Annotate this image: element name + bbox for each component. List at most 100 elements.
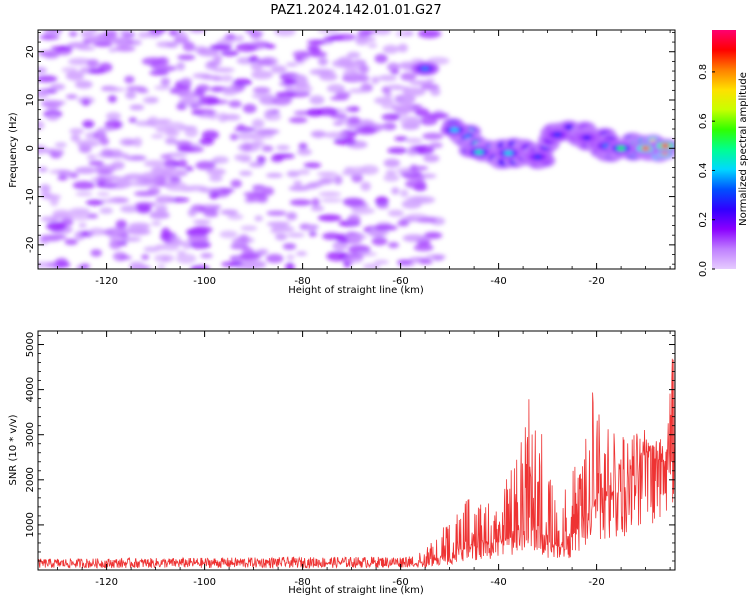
spectrogram-noise-blob (309, 51, 328, 58)
spectrogram-noise-blob (326, 251, 349, 262)
spectrogram-noise-blob (139, 173, 155, 179)
spectrogram-noise-blob (413, 244, 434, 252)
spectrogram-noise-blob (221, 74, 233, 82)
spectrogram-noise-blob (70, 134, 81, 142)
spectrogram-noise-blob (417, 30, 442, 39)
spectrogram-noise-blob (220, 209, 239, 215)
x-tick-label: -120 (95, 577, 118, 588)
spectrogram-noise-blob (115, 219, 128, 230)
spectrogram-noise-blob (74, 166, 97, 174)
signal-peak-core (420, 66, 430, 71)
spectrogram-noise-blob (351, 207, 375, 215)
spectrogram-noise-blob (199, 187, 222, 193)
spectrogram-noise-blob (88, 68, 106, 74)
spectrogram-noise-blob (198, 137, 215, 146)
spectrogram-noise-blob (383, 174, 400, 182)
signal-peak-core (582, 135, 592, 140)
spectrogram-ylabel: Frequency (Hz) (8, 112, 19, 188)
spectrogram-noise-blob (109, 239, 122, 250)
signal-peak-core (533, 154, 543, 160)
spectrogram-noise-blob (160, 77, 171, 87)
spectrogram-noise-blob (154, 85, 171, 91)
spectrogram-noise-blob (96, 191, 110, 197)
spectrogram-noise-blob (322, 232, 342, 240)
spectrogram-noise-blob (93, 42, 113, 47)
spectrogram-noise-blob (387, 209, 404, 217)
spectrogram-noise-blob (55, 257, 69, 268)
spectrogram-noise-blob (400, 72, 417, 81)
spectrogram-noise-blob (42, 194, 62, 200)
spectrogram-noise-blob (100, 198, 117, 204)
spectrogram-noise-blob (61, 218, 74, 226)
spectrogram-noise-blob (129, 261, 145, 269)
spectrogram-noise-blob (290, 85, 314, 93)
spectrogram-noise-blob (129, 180, 150, 187)
spectrogram-noise-blob (197, 48, 220, 57)
spectrogram-noise-blob (125, 90, 137, 100)
colorbar-label: Normalized spectral amplitude (738, 72, 749, 226)
spectrogram-noise-blob (129, 104, 145, 111)
spectrogram-noise-blob (182, 41, 195, 52)
spectrogram-noise-blob (155, 127, 177, 133)
y-tick-label: -10 (25, 188, 36, 204)
spectrogram-noise-blob (164, 137, 178, 145)
spectrogram-noise-blob (295, 251, 308, 256)
spectrogram-noise-blob (72, 181, 96, 190)
colorbar: 0.0 0.2 0.4 0.6 0.8 Normalized spectral ampl… (698, 30, 749, 277)
spectrogram-noise-blob (254, 215, 263, 222)
spectrogram-noise-blob (191, 225, 213, 234)
spectrogram-noise-blob (154, 254, 175, 263)
spectrogram-noise-blob (166, 41, 179, 49)
spectrogram-noise-blob (251, 118, 265, 129)
snr-series-line (38, 331, 675, 570)
spectrogram-noise-blob (69, 128, 85, 135)
spectrogram-noise-blob (359, 37, 376, 42)
spectrogram-noise-blob (386, 62, 400, 72)
spectrogram-noise-blob (82, 120, 95, 129)
spectrogram-noise-blob (147, 186, 161, 196)
figure-title: PAZ1.2024.142.01.01.G27 (270, 3, 441, 18)
spectrogram-noise-blob (38, 120, 45, 131)
colorbar-tick-label: 0.8 (698, 64, 709, 80)
spectrogram-noise-blob (412, 144, 435, 155)
spectrogram-noise-blob (378, 74, 397, 82)
colorbar-axes: 0.0 0.2 0.4 0.6 0.8 (698, 64, 715, 277)
spectrogram-noise-blob (415, 108, 430, 117)
spectrogram-noise-blob (297, 169, 311, 175)
spectrogram-noise-blob (367, 42, 378, 49)
spectrogram-noise-blob (38, 89, 49, 99)
y-tick-label: 3000 (25, 422, 36, 447)
spectrogram-noise-blob (39, 234, 63, 241)
spectrogram-noise-blob (87, 213, 99, 219)
signal-peak-core (503, 150, 513, 156)
spectrogram-noise-blob (251, 93, 275, 99)
spectrogram-noise-blob (223, 114, 241, 121)
spectrogram-noise-blob (250, 131, 266, 141)
spectrogram-noise-blob (150, 134, 165, 139)
spectrogram-noise-blob (88, 30, 99, 35)
spectrogram-noise-blob (209, 174, 223, 182)
spectrogram-noise-blob (101, 148, 114, 157)
colorbar-tick-label: 0.2 (698, 212, 709, 228)
spectrogram-noise-blob (134, 202, 158, 207)
spectrogram-noise-blob (234, 127, 257, 132)
spectrogram-noise-blob (356, 251, 377, 257)
spectrogram-noise-blob (176, 253, 197, 264)
spectrogram-noise-blob (289, 199, 312, 206)
spectrogram-noise-blob (387, 84, 404, 90)
spectrogram-frame (37, 29, 676, 270)
spectrogram-noise-blob (201, 75, 222, 80)
spectrogram-noise-blob (77, 46, 96, 51)
spectrogram-noise-blob (80, 263, 91, 269)
spectrogram-noise-blob (293, 180, 303, 186)
colorbar-tick-label: 0.0 (698, 261, 709, 277)
spectrogram-noise-blob (74, 80, 93, 89)
spectrogram-noise-blob (156, 118, 172, 124)
spectrogram-noise-blob (402, 87, 426, 97)
spectrogram-noise-blob (333, 175, 343, 185)
spectrogram-noise-blob (263, 110, 274, 118)
spectrogram-xlabel: Height of straight line (km) (288, 285, 424, 296)
spectrogram-noise-blob (265, 253, 284, 264)
